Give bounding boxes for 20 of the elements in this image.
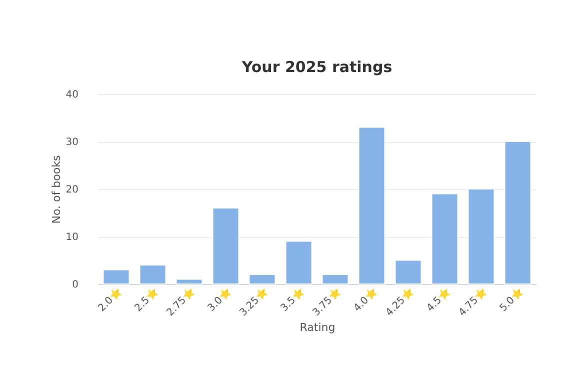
x-axis-title: Rating (300, 320, 336, 334)
y-tick-label: 40 (66, 90, 78, 100)
bar (285, 240, 312, 284)
y-axis-title: No. of books (50, 155, 63, 224)
y-tick-label: 0 (72, 280, 78, 290)
bar (394, 260, 422, 284)
bar (139, 264, 166, 284)
bar (322, 274, 349, 284)
chart-title: Your 2025 ratings (240, 58, 392, 76)
bar (176, 278, 203, 284)
bar (358, 126, 386, 284)
bar (102, 269, 130, 284)
bar (212, 208, 240, 284)
y-tick-label: 10 (66, 232, 78, 243)
bar (468, 188, 495, 284)
y-tick-label: 30 (66, 137, 78, 148)
bar (504, 141, 532, 284)
bar (248, 274, 276, 284)
y-tick-label: 20 (66, 184, 78, 196)
bar (431, 193, 458, 284)
